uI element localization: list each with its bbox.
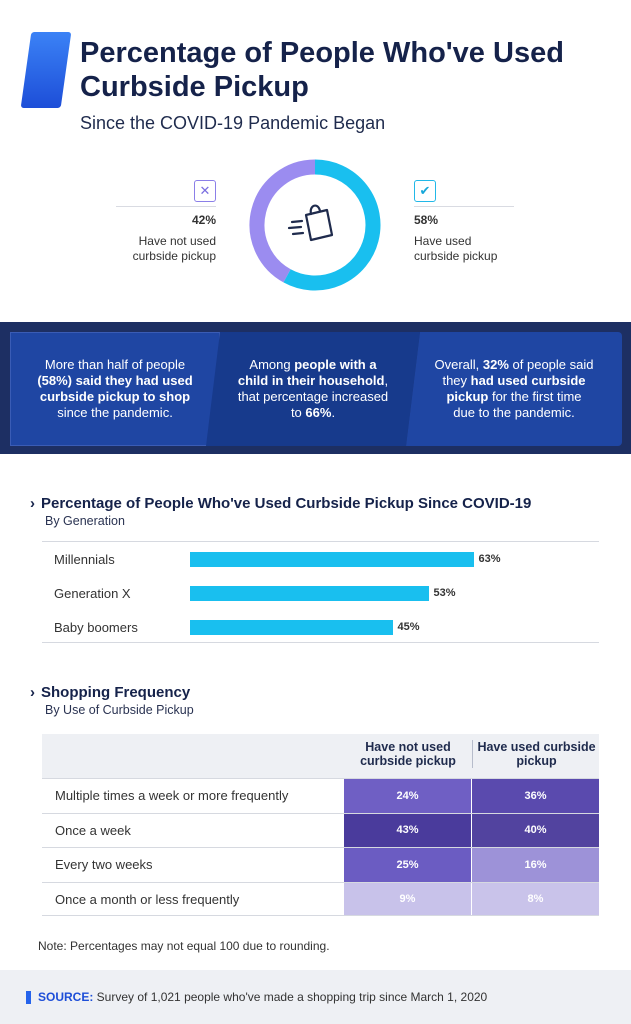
bar-row: Millennials 63% [42, 544, 599, 574]
callout-3-text-end: for the first time due to the pandemic. [453, 389, 582, 420]
column-header-not-used: Have not used curbside pickup [360, 740, 456, 768]
table-row-label: Every two weeks [55, 857, 153, 872]
page-title: Percentage of People Who've Used Curbsid… [80, 37, 564, 103]
callout-3-text: Overall, [434, 357, 483, 372]
bar-value-label: 45% [397, 621, 420, 633]
donut-slice-not-used [249, 159, 316, 283]
table-cell-used: 8% [472, 882, 599, 915]
bar-row: Baby boomers 45% [42, 612, 599, 642]
bar-row: Generation X 53% [42, 578, 599, 608]
section-generation-title-row: › Percentage of People Who've Used Curbsi… [30, 495, 531, 512]
table-cell-not-used: 25% [344, 848, 471, 882]
callout-panel-3: Overall, 32% of people said they had use… [406, 332, 622, 446]
callout-2-bold-pct: 66% [305, 405, 332, 420]
donut-legend-not-used: ✕ 42% Have not used curbside pickup [116, 180, 216, 264]
page-subtitle: Since the COVID-19 Pandemic Began [80, 113, 386, 133]
table-row: Once a week 43% 40% [42, 812, 599, 847]
donut-used-label: Have used curbside pickup [414, 234, 498, 263]
callout-2-text: Among [249, 357, 295, 372]
section-frequency-title: Shopping Frequency [41, 684, 191, 701]
callout-3-bold: had used curbside pickup [446, 373, 586, 404]
table-row-label: Once a week [55, 822, 131, 838]
section-frequency-title-row: › Shopping Frequency [30, 684, 194, 701]
chevron-right-icon: › [30, 495, 35, 512]
section-frequency-header: › Shopping Frequency By Use of Curbside P… [30, 684, 194, 717]
bar-value-label: 53% [433, 587, 456, 599]
bar-value-label: 63% [478, 553, 501, 565]
section-frequency-subtitle: By Use of Curbside Pickup [45, 703, 194, 717]
frequency-table: Have not used curbside pickup Have used … [42, 734, 599, 916]
table-cell-not-used: 24% [344, 779, 471, 813]
table-cell-used: 36% [472, 779, 599, 813]
callout-1-text: More than half of people [44, 357, 186, 372]
header-accent-bar [20, 32, 72, 108]
donut-legend-used: ✔ 58% Have used curbside pickup [414, 180, 514, 264]
check-mark-icon: ✔ [414, 180, 436, 202]
table-cell-used: 40% [472, 813, 599, 847]
table-body: Multiple times a week or more frequently… [42, 778, 599, 916]
table-row-label: Once a month or less frequently [55, 891, 240, 907]
callout-2-text-end: . [331, 405, 336, 420]
callout-band: More than half of people (58%) said they… [0, 322, 631, 454]
table-row-label: Multiple times a week or more frequently [55, 788, 289, 803]
callout-panel-2: Among people with a child in their house… [206, 332, 420, 446]
source-description: Survey of 1,021 people who've made a sho… [93, 990, 488, 1004]
callout-2-text-mid: , that percentage increased to [237, 373, 389, 420]
shopping-bag-icon [287, 204, 334, 242]
section-generation-subtitle: By Generation [45, 514, 125, 528]
callout-2-bold: people with a child in their household [237, 357, 385, 388]
donut-slice-used [283, 159, 381, 291]
generation-bar-chart: Millennials 63% Generation X 53% Baby boomer… [42, 541, 599, 643]
section-generation-header: › Percentage of People Who've Used Curbsi… [30, 495, 531, 528]
callout-panel-1: More than half of people (58%) said they… [10, 332, 220, 446]
donut-chart [248, 158, 382, 292]
legend-divider [116, 206, 216, 207]
table-row: Every two weeks 25% 16% [42, 847, 599, 882]
legend-divider [414, 206, 514, 207]
footnote: Note: Percentages may not equal 100 due … [38, 939, 330, 953]
donut-not-used-label: Have not used curbside pickup [132, 234, 216, 263]
source-text: SOURCE: Survey of 1,021 people who've ma… [38, 990, 487, 1004]
section-generation-title: Percentage of People Who've Used Curbsid… [41, 495, 532, 512]
table-row: Once a month or less frequently 9% 8% [42, 881, 599, 916]
callout-1-text-end: since the pandemic. [57, 405, 173, 420]
table-cell-used: 16% [472, 848, 599, 882]
table-header: Have not used curbside pickup Have used … [42, 734, 599, 778]
table-cell-not-used: 43% [344, 813, 471, 847]
donut-svg [249, 159, 381, 291]
source-label: SOURCE: [38, 990, 94, 1004]
source-footer: SOURCE: Survey of 1,021 people who've ma… [0, 970, 631, 1024]
bar-category-label: Generation X [54, 586, 131, 601]
callout-3-bold-pct: 32% [482, 357, 509, 372]
donut-not-used-pct: 42% [191, 213, 216, 227]
bar-category-label: Baby boomers [54, 620, 138, 635]
bar [190, 586, 429, 601]
chevron-right-icon: › [30, 684, 35, 701]
bar [190, 552, 474, 567]
callout-1-bold: (58%) said they had used curbside pickup… [37, 373, 193, 404]
table-cell-not-used: 9% [344, 882, 471, 915]
x-mark-icon: ✕ [194, 180, 216, 202]
column-header-used: Have used curbside pickup [472, 740, 600, 768]
callout-3-text-mid: of people said they [442, 357, 594, 388]
bar [190, 620, 393, 635]
table-row: Multiple times a week or more frequently… [42, 778, 599, 813]
source-marker [26, 991, 31, 1004]
donut-used-pct: 58% [414, 213, 439, 227]
bar-category-label: Millennials [54, 552, 115, 567]
